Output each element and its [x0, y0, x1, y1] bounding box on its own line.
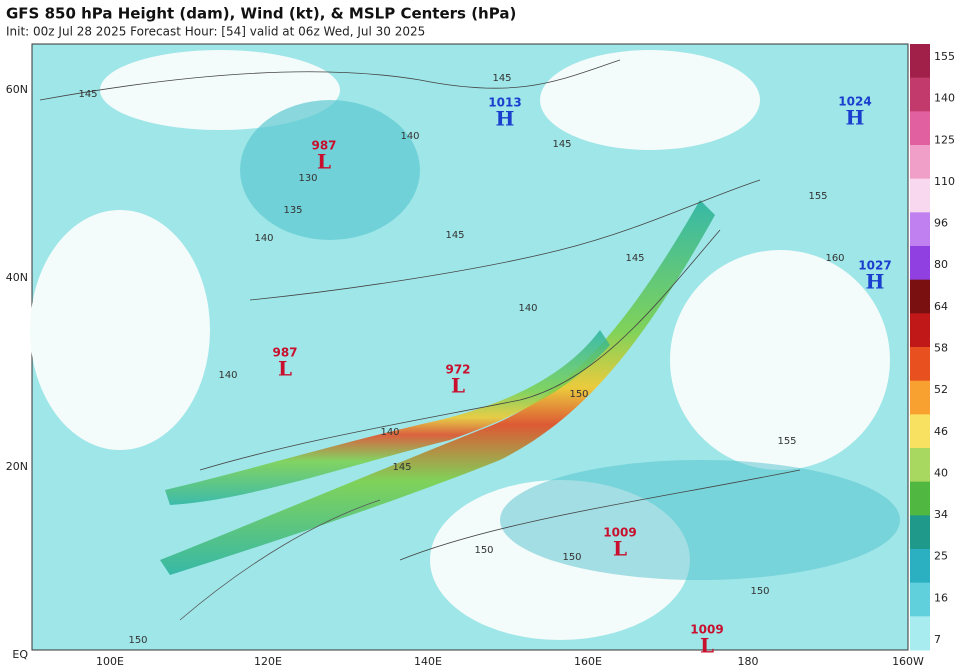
colorbar-tick-label: 7 [934, 633, 941, 646]
map-labels: 100E 120E 140E 160E 180 160W60N40N20NEQ1013H1… [6, 73, 924, 668]
colorbar-tick-label: 58 [934, 342, 948, 355]
colorbar-swatch [910, 448, 930, 483]
colorbar-swatch [910, 77, 930, 112]
colorbar-tick-label: 140 [934, 92, 955, 105]
colorbar-swatch [910, 145, 930, 180]
colorbar-tick-label: 46 [934, 425, 948, 438]
lat-label: 60N [6, 83, 28, 96]
lon-label: 140E [414, 655, 442, 668]
colorbar-swatch [910, 178, 930, 213]
contour-label: 150 [750, 586, 769, 597]
colorbar-tick-label: 16 [934, 591, 948, 604]
lat-label: 40N [6, 271, 28, 284]
center-letter: H [866, 270, 885, 294]
subtitle: Init: 00z Jul 28 2025 Forecast Hour: [54… [6, 25, 425, 39]
colorbar-swatch [910, 313, 930, 348]
colorbar: 155 140 125 110 96 80 64 58 52 46 40 34 25 16 7 [910, 44, 955, 651]
contour-label: 160 [825, 253, 844, 264]
colorbar-swatch [910, 111, 930, 146]
contour-label: 150 [562, 552, 581, 563]
colorbar-swatch [910, 212, 930, 247]
colorbar-tick-label: 110 [934, 175, 955, 188]
center-letter: H [846, 106, 865, 130]
title: GFS 850 hPa Height (dam), Wind (kt), & M… [6, 5, 516, 23]
contour-label: 150 [474, 545, 493, 556]
colorbar-swatch [910, 616, 930, 651]
colorbar-swatch [910, 380, 930, 415]
center-pressure: 1009 [690, 623, 723, 637]
contour-label: 155 [808, 191, 827, 202]
center-letter: L [613, 537, 627, 561]
contour-label: 140 [400, 131, 419, 142]
contour-label: 145 [492, 73, 511, 84]
contour-label: 145 [78, 89, 97, 100]
colorbar-tick-label: 96 [934, 217, 948, 230]
center-pressure: 1009 [603, 526, 636, 540]
center-pressure: 1024 [838, 95, 871, 109]
contour-label: 145 [552, 139, 571, 150]
lon-label: 160W [892, 655, 924, 668]
colorbar-tick-label: 64 [934, 300, 948, 313]
contour-label: 145 [392, 462, 411, 473]
colorbar-tick-label: 80 [934, 258, 948, 271]
map-area [30, 43, 909, 651]
colorbar-tick-label: 34 [934, 508, 948, 521]
contour-label: 155 [777, 436, 796, 447]
colorbar-swatch [910, 347, 930, 382]
lon-label: 160E [574, 655, 602, 668]
contour-label: 145 [445, 230, 464, 241]
center-pressure: 972 [445, 363, 470, 377]
colorbar-swatch [910, 414, 930, 449]
colorbar-swatch [910, 549, 930, 584]
colorbar-tick-label: 125 [934, 133, 955, 146]
lat-label: EQ [12, 648, 28, 661]
lon-label: 120E [254, 655, 282, 668]
colorbar-swatch [910, 44, 930, 79]
colorbar-swatch [910, 515, 930, 550]
contour-label: 140 [380, 427, 399, 438]
colorbar-tick-label: 52 [934, 383, 948, 396]
colorbar-tick-label: 25 [934, 550, 948, 563]
contour-label: 150 [569, 389, 588, 400]
center-letter: L [278, 357, 292, 381]
colorbar-swatch [910, 481, 930, 516]
colorbar-tick-label: 155 [934, 50, 955, 63]
lon-label: 180 [738, 655, 759, 668]
center-letter: H [496, 107, 515, 131]
contour-label: 150 [128, 635, 147, 646]
contour-label: 130 [298, 173, 317, 184]
lat-label: 20N [6, 460, 28, 473]
contour-label: 145 [625, 253, 644, 264]
colorbar-swatch [910, 582, 930, 617]
contour-label: 140 [518, 303, 537, 314]
center-pressure: 1027 [858, 259, 891, 273]
center-letter: L [317, 150, 331, 174]
contour-label: 140 [218, 370, 237, 381]
center-letter: L [700, 634, 714, 658]
contour-label: 140 [254, 233, 273, 244]
colorbar-tick-label: 40 [934, 466, 948, 479]
center-pressure: 987 [272, 346, 297, 360]
colorbar-swatch [910, 246, 930, 281]
center-letter: L [451, 374, 465, 398]
center-pressure: 987 [311, 139, 336, 153]
lon-label: 100E [96, 655, 124, 668]
contour-label: 135 [283, 205, 302, 216]
center-pressure: 1013 [488, 96, 521, 110]
colorbar-swatch [910, 279, 930, 314]
